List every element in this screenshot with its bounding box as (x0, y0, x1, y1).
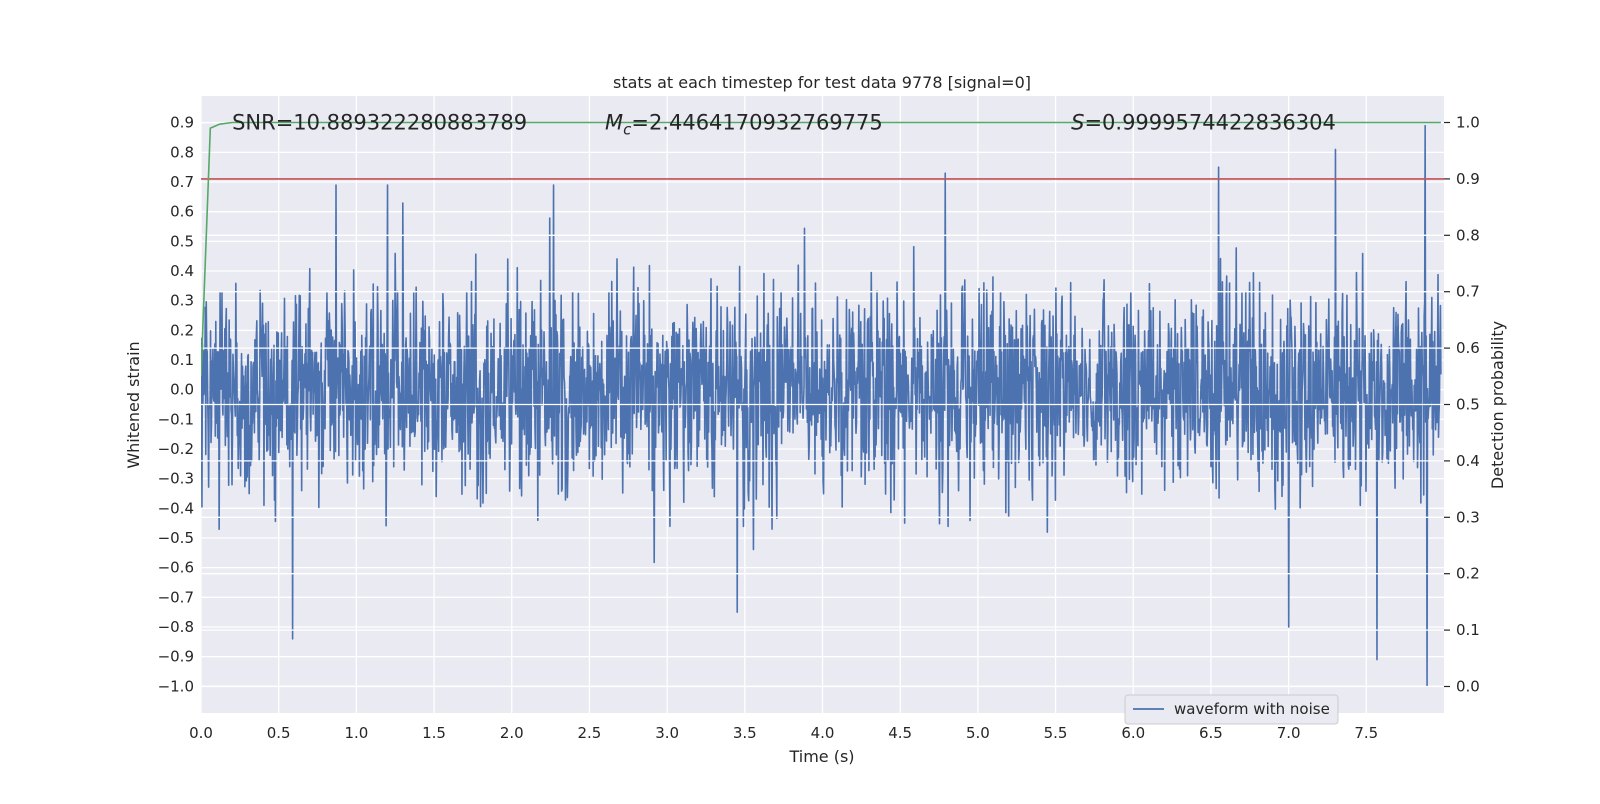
x-tick-label: 1.5 (422, 724, 446, 742)
x-tick-label: 5.0 (966, 724, 990, 742)
y-tick-label: 0.3 (170, 292, 194, 310)
y-tick-label: −1.0 (158, 677, 194, 695)
legend-label: waveform with noise (1174, 700, 1330, 718)
x-tick-label: 6.0 (1121, 724, 1145, 742)
probability-line (201, 121, 1441, 377)
score-annotation: S=0.9999574422836304 (1071, 111, 1336, 135)
x-tick-label: 0.0 (189, 724, 213, 742)
y2-tick-label: 0.4 (1456, 452, 1480, 470)
y-tick-label: −0.5 (158, 529, 194, 547)
y-tick-label: 0.6 (170, 203, 194, 221)
y-axis-label: Whitened strain (124, 341, 143, 468)
x-tick-label: 6.5 (1199, 724, 1223, 742)
y2-axis-label: Detection probability (1488, 321, 1507, 489)
x-tick-label: 0.5 (267, 724, 291, 742)
y-tick-label: 0.1 (170, 351, 194, 369)
y2-tick-label: 0.0 (1456, 677, 1480, 695)
y-tick-label: −0.3 (158, 470, 194, 488)
y2-tick-label: 0.5 (1456, 396, 1480, 414)
y-tick-label: 0.4 (170, 262, 194, 280)
y-tick-label: 0.7 (170, 173, 194, 191)
x-tick-label: 3.0 (655, 724, 679, 742)
y2-tick-label: 0.6 (1456, 339, 1480, 357)
y2-tick-label: 0.9 (1456, 170, 1480, 188)
y-tick-label: −0.6 (158, 559, 194, 577)
waveform-layer (201, 124, 1442, 688)
annotation-layer: SNR=10.889322280883789 Mc=2.446417093276… (232, 111, 1336, 139)
x-tick-label: 2.0 (500, 724, 524, 742)
y-tick-label: −0.8 (158, 618, 194, 636)
waveform-line (201, 124, 1442, 688)
x-tick-label: 3.5 (733, 724, 757, 742)
x-tick-label: 4.5 (888, 724, 912, 742)
x-axis-label: Time (s) (788, 747, 854, 766)
probability-layer (201, 121, 1444, 377)
y-tick-label: 0.0 (170, 381, 194, 399)
x-tick-label: 4.0 (811, 724, 835, 742)
y-tick-label: −0.9 (158, 648, 194, 666)
legend-box (1124, 694, 1339, 725)
y-tick-label: −0.1 (158, 410, 194, 428)
x-tick-label: 7.5 (1354, 724, 1378, 742)
y2-tick-label: 1.0 (1456, 114, 1480, 132)
y2-tick-label: 0.1 (1456, 621, 1480, 639)
x-tick-label: 5.5 (1044, 724, 1068, 742)
ticks-layer: 0.0 0.5 1.0 1.5 2.0 2.5 3.0 3.5 4.0 4.5 5.0 5.5 6.0 6… (158, 114, 1480, 742)
legend: waveform with noise (1124, 694, 1339, 725)
chart-title: stats at each timestep for test data 977… (613, 73, 1031, 92)
y2-tick-label: 0.7 (1456, 283, 1480, 301)
chirp-mass-annotation: Mc=2.4464170932769775 (605, 111, 883, 139)
y-tick-label: −0.7 (158, 588, 194, 606)
y-tick-label: 0.9 (170, 114, 194, 132)
x-tick-label: 2.5 (578, 724, 602, 742)
y-tick-label: −0.2 (158, 440, 194, 458)
y-tick-label: −0.4 (158, 499, 194, 517)
snr-annotation: SNR=10.889322280883789 (232, 111, 527, 135)
y-tick-label: 0.8 (170, 143, 194, 161)
y-tick-label: 0.5 (170, 232, 194, 250)
y2-tick-label: 0.3 (1456, 508, 1480, 526)
x-tick-label: 7.0 (1277, 724, 1301, 742)
y2-tick-label: 0.2 (1456, 565, 1480, 583)
x-tick-label: 1.0 (344, 724, 368, 742)
y2-tick-label: 0.8 (1456, 226, 1480, 244)
y-tick-label: 0.2 (170, 321, 194, 339)
